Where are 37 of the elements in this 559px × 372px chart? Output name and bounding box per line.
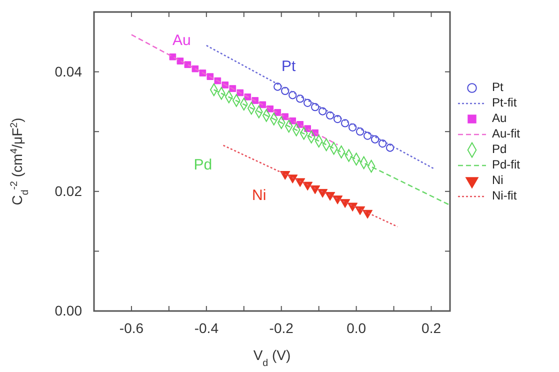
x-tick-label: -0.4 bbox=[194, 320, 219, 336]
legend-label: Ni-fit bbox=[492, 188, 518, 203]
point bbox=[363, 132, 372, 140]
y-tick-label: 0.02 bbox=[54, 182, 82, 199]
x-tick-label: -0.6 bbox=[119, 320, 144, 336]
point bbox=[326, 111, 334, 120]
annotation: Pd bbox=[194, 156, 212, 174]
annotation: Pt bbox=[282, 58, 297, 75]
y-tick-label: 0.00 bbox=[54, 302, 82, 318]
y-tick-label: 0.04 bbox=[54, 63, 82, 80]
x-tick-label: 0.0 bbox=[346, 320, 366, 336]
point bbox=[370, 135, 380, 144]
point bbox=[378, 140, 387, 148]
annotation: Ni bbox=[252, 187, 266, 204]
x-axis-title: V$_{d}$ (V) bbox=[253, 347, 291, 368]
legend-label: Ni bbox=[492, 173, 504, 188]
point bbox=[296, 94, 304, 103]
point bbox=[356, 128, 364, 136]
point bbox=[274, 82, 282, 91]
point bbox=[311, 103, 320, 112]
point bbox=[318, 107, 327, 116]
legend-label: Pd-fit bbox=[492, 158, 521, 172]
x-tick-label: 0.2 bbox=[422, 320, 442, 336]
point bbox=[304, 98, 312, 107]
point bbox=[386, 144, 394, 152]
legend-label: Au-fit bbox=[492, 126, 521, 141]
legend-label: Au bbox=[492, 111, 507, 126]
x-tick-label: -0.2 bbox=[269, 320, 294, 336]
point bbox=[334, 114, 342, 124]
point bbox=[341, 119, 350, 128]
legend-label: Pt-fit bbox=[492, 96, 518, 110]
annotation: Au bbox=[172, 32, 191, 49]
point bbox=[348, 123, 357, 132]
point bbox=[281, 86, 290, 95]
legend-label: Pd bbox=[492, 142, 507, 156]
legend-label: Pt bbox=[492, 80, 504, 94]
point bbox=[288, 91, 297, 100]
